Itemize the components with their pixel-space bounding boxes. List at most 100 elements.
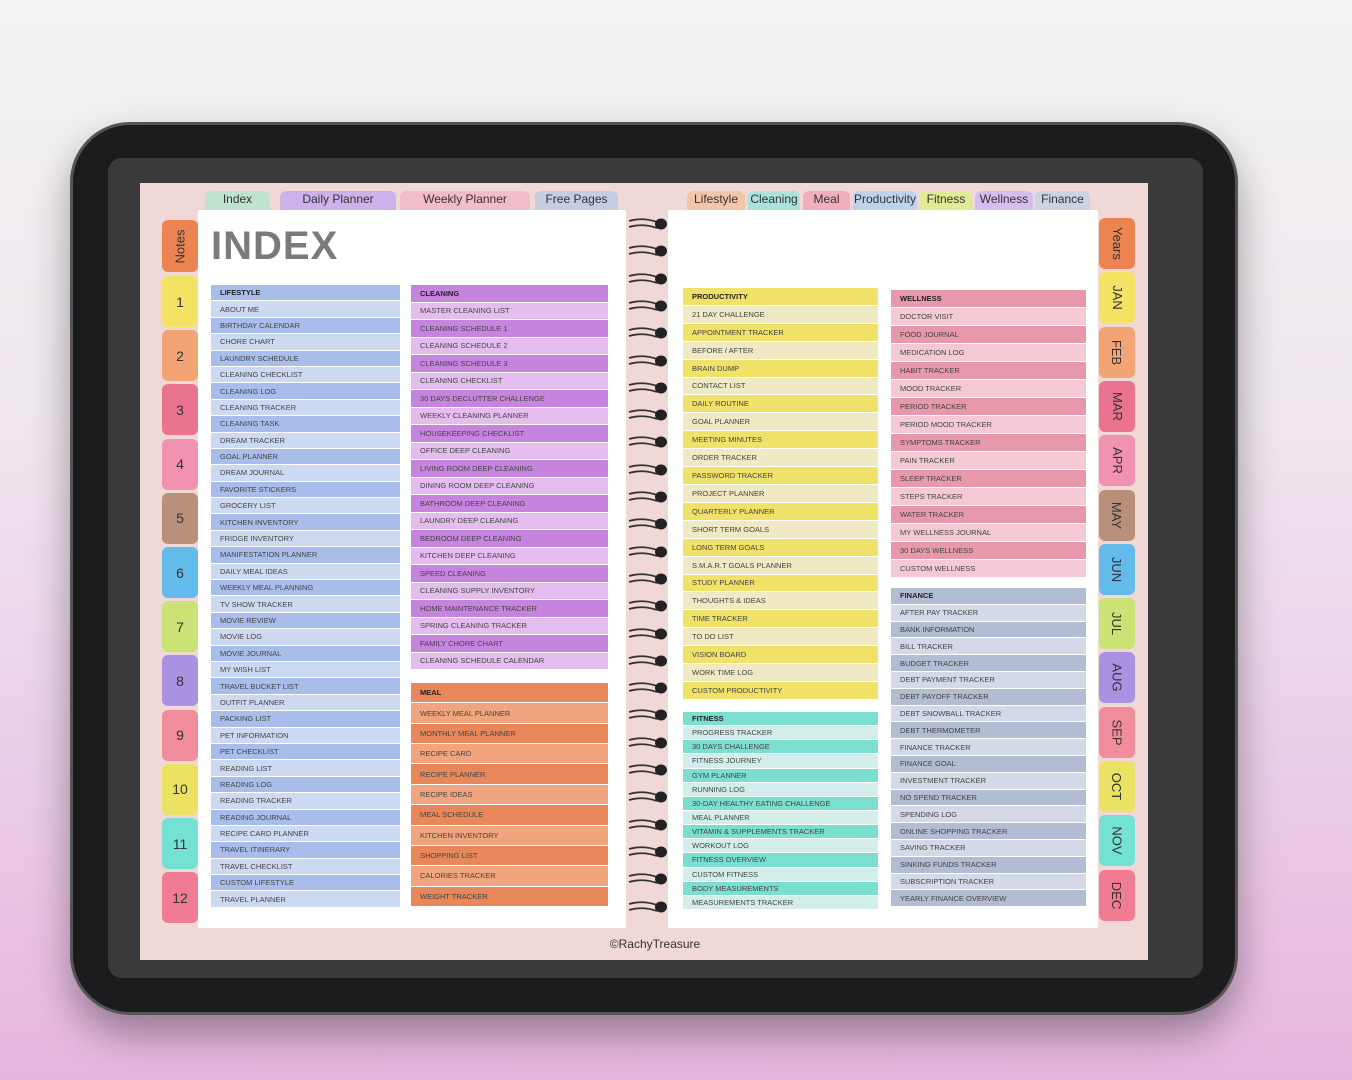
index-link[interactable]: Debt Payment Tracker bbox=[891, 671, 1086, 688]
index-link[interactable]: Doctor Visit bbox=[891, 308, 1086, 325]
index-link[interactable]: Master Cleaning List bbox=[411, 302, 608, 319]
index-link[interactable]: 30 Days Declutter Challenge bbox=[411, 390, 608, 407]
index-link[interactable]: Bill Tracker bbox=[891, 638, 1086, 655]
index-link[interactable]: My Wish List bbox=[211, 661, 400, 678]
index-link[interactable]: Daily Meal Ideas bbox=[211, 563, 400, 580]
index-link[interactable]: Period Tracker bbox=[891, 398, 1086, 415]
side-tab-4[interactable]: 4 bbox=[162, 438, 198, 490]
index-link[interactable]: Laundry Schedule bbox=[211, 350, 400, 366]
index-link[interactable]: Mood Tracker bbox=[891, 380, 1086, 397]
index-link[interactable]: Steps Tracker bbox=[891, 488, 1086, 505]
index-link[interactable]: Goal Planner bbox=[683, 413, 878, 431]
index-link[interactable]: Cleaning Schedule 1 bbox=[411, 320, 608, 337]
index-link[interactable]: My Wellness Journal bbox=[891, 524, 1086, 541]
index-link[interactable]: Body Measurements bbox=[683, 881, 878, 895]
index-link[interactable]: Shopping List bbox=[411, 845, 608, 866]
index-link[interactable]: Kitchen Inventory bbox=[411, 825, 608, 845]
index-link[interactable]: Speed Cleaning bbox=[411, 565, 608, 582]
month-tab-jan[interactable]: JAN bbox=[1099, 272, 1135, 324]
index-link[interactable]: TV Show Tracker bbox=[211, 596, 400, 612]
index-link[interactable]: Dream Journal bbox=[211, 465, 400, 481]
index-link[interactable]: Cleaning Schedule Calendar bbox=[411, 652, 608, 669]
index-link[interactable]: Outfit Planner bbox=[211, 694, 400, 711]
index-link[interactable]: Reading Log bbox=[211, 776, 400, 793]
index-link[interactable]: Pet Information bbox=[211, 727, 400, 743]
index-link[interactable]: About Me bbox=[211, 301, 400, 317]
month-tab-nov[interactable]: NOV bbox=[1099, 815, 1135, 867]
index-link[interactable]: Recipe Card bbox=[411, 744, 608, 764]
tab-fitness[interactable]: Fitness bbox=[920, 191, 972, 210]
index-link[interactable]: Password Tracker bbox=[683, 467, 878, 484]
index-link[interactable]: Yearly Finance Overview bbox=[891, 890, 1086, 907]
index-link[interactable]: 30-Day Healthy Eating Challenge bbox=[683, 796, 878, 810]
index-link[interactable]: Meal Schedule bbox=[411, 805, 608, 825]
index-link[interactable]: Office Deep Cleaning bbox=[411, 442, 608, 459]
month-tab-may[interactable]: MAY bbox=[1099, 489, 1135, 541]
index-link[interactable]: Goal Planner bbox=[211, 448, 400, 465]
index-link[interactable]: Recipe Planner bbox=[411, 764, 608, 784]
index-link[interactable]: Packing List bbox=[211, 711, 400, 727]
index-link[interactable]: Debt Payoff Tracker bbox=[891, 688, 1086, 705]
index-link[interactable]: Project Planner bbox=[683, 484, 878, 502]
index-link[interactable]: Reading List bbox=[211, 760, 400, 776]
index-link[interactable]: Debt Snowball Tracker bbox=[891, 705, 1086, 722]
index-link[interactable]: S.M.A.R.T Goals Planner bbox=[683, 556, 878, 574]
index-link[interactable]: Bathroom Deep Cleaning bbox=[411, 495, 608, 512]
index-link[interactable]: Manifestation Planner bbox=[211, 547, 400, 563]
index-link[interactable]: Spring Cleaning Tracker bbox=[411, 617, 608, 634]
index-link[interactable]: Bedroom Deep Cleaning bbox=[411, 530, 608, 547]
index-link[interactable]: Thoughts & Ideas bbox=[683, 592, 878, 610]
index-link[interactable]: Budget Tracker bbox=[891, 655, 1086, 671]
side-tab-7[interactable]: 7 bbox=[162, 601, 198, 653]
tab-wellness[interactable]: Wellness bbox=[975, 191, 1033, 210]
index-link[interactable]: Recipe Card Planner bbox=[211, 825, 400, 842]
side-tab-1[interactable]: 1 bbox=[162, 276, 198, 327]
index-link[interactable]: Birthday Calendar bbox=[211, 317, 400, 334]
index-link[interactable]: Brain Dump bbox=[683, 359, 878, 377]
index-link[interactable]: Chore Chart bbox=[211, 334, 400, 350]
index-link[interactable]: Weight Tracker bbox=[411, 886, 608, 906]
tab-daily-planner[interactable]: Daily Planner bbox=[280, 191, 396, 210]
index-link[interactable]: Contact List bbox=[683, 377, 878, 395]
index-link[interactable]: Appointment Tracker bbox=[683, 323, 878, 341]
index-link[interactable]: Time Tracker bbox=[683, 610, 878, 628]
index-link[interactable]: Long Term Goals bbox=[683, 538, 878, 556]
tab-productivity[interactable]: Productivity bbox=[853, 191, 917, 210]
index-link[interactable]: Vitamin & Supplements Tracker bbox=[683, 825, 878, 839]
index-link[interactable]: Kitchen Deep Cleaning bbox=[411, 547, 608, 564]
index-link[interactable]: Recipe Ideas bbox=[411, 784, 608, 805]
index-link[interactable]: Quarterly Planner bbox=[683, 502, 878, 520]
index-link[interactable]: Travel Planner bbox=[211, 891, 400, 907]
index-link[interactable]: Spending Log bbox=[891, 806, 1086, 823]
index-link[interactable]: Cleaning Task bbox=[211, 416, 400, 432]
month-tab-aug[interactable]: AUG bbox=[1099, 652, 1135, 704]
side-tab-5[interactable]: 5 bbox=[162, 492, 198, 544]
index-link[interactable]: Pet Checklist bbox=[211, 743, 400, 760]
index-link[interactable]: Favorite Stickers bbox=[211, 481, 400, 498]
index-link[interactable]: Housekeeping Checklist bbox=[411, 425, 608, 442]
tab-meal[interactable]: Meal bbox=[803, 191, 850, 210]
index-link[interactable]: Habit Tracker bbox=[891, 362, 1086, 379]
side-tab-11[interactable]: 11 bbox=[162, 818, 198, 869]
index-link[interactable]: Home Maintenance Tracker bbox=[411, 600, 608, 617]
index-link[interactable]: Subscription Tracker bbox=[891, 873, 1086, 890]
index-link[interactable]: Vision Board bbox=[683, 646, 878, 664]
index-link[interactable]: Cleaning Tracker bbox=[211, 399, 400, 416]
index-link[interactable]: Sinking Funds Tracker bbox=[891, 856, 1086, 873]
index-link[interactable]: Debt Thermometer bbox=[891, 722, 1086, 739]
index-link[interactable]: Travel Checklist bbox=[211, 858, 400, 875]
index-link[interactable]: Weekly Meal Planner bbox=[411, 703, 608, 723]
index-link[interactable]: Saving Tracker bbox=[891, 839, 1086, 856]
index-link[interactable]: Period Mood Tracker bbox=[891, 416, 1086, 433]
index-link[interactable]: Investment Tracker bbox=[891, 772, 1086, 789]
month-tab-mar[interactable]: MAR bbox=[1099, 380, 1135, 432]
side-tab-notes[interactable]: Notes bbox=[162, 220, 198, 272]
index-link[interactable]: Calories Tracker bbox=[411, 866, 608, 886]
side-tab-3[interactable]: 3 bbox=[162, 384, 198, 436]
index-link[interactable]: Online Shopping Tracker bbox=[891, 823, 1086, 839]
index-link[interactable]: Dining Room Deep Cleaning bbox=[411, 477, 608, 494]
index-link[interactable]: Reading Tracker bbox=[211, 793, 400, 809]
index-link[interactable]: Study Planner bbox=[683, 574, 878, 592]
index-link[interactable]: Movie Review bbox=[211, 612, 400, 629]
index-link[interactable]: Bank Information bbox=[891, 621, 1086, 638]
